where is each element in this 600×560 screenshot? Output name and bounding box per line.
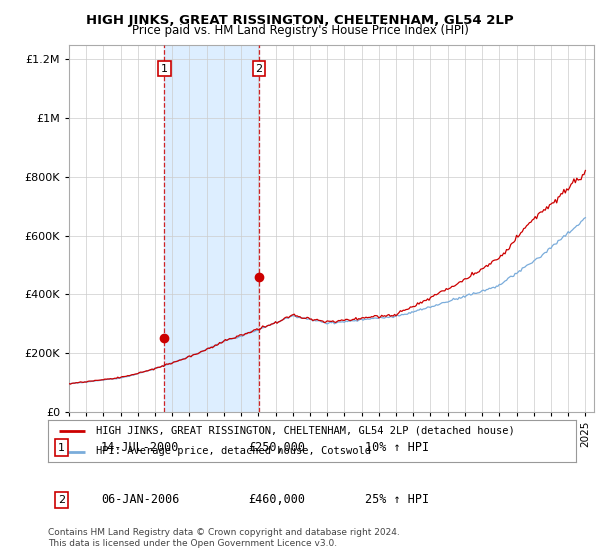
- Text: HPI: Average price, detached house, Cotswold: HPI: Average price, detached house, Cots…: [95, 446, 371, 456]
- Text: 14-JUL-2000: 14-JUL-2000: [101, 441, 179, 454]
- Text: HIGH JINKS, GREAT RISSINGTON, CHELTENHAM, GL54 2LP: HIGH JINKS, GREAT RISSINGTON, CHELTENHAM…: [86, 14, 514, 27]
- Text: 2: 2: [256, 64, 263, 74]
- Bar: [164, 45, 259, 412]
- Text: Price paid vs. HM Land Registry's House Price Index (HPI): Price paid vs. HM Land Registry's House …: [131, 24, 469, 37]
- Text: 06-JAN-2006: 06-JAN-2006: [101, 493, 179, 506]
- Text: 10% ↑ HPI: 10% ↑ HPI: [365, 441, 429, 454]
- Text: 2: 2: [58, 495, 65, 505]
- Text: 1: 1: [161, 64, 168, 74]
- Text: £460,000: £460,000: [248, 493, 305, 506]
- Text: £250,000: £250,000: [248, 441, 305, 454]
- Text: HIGH JINKS, GREAT RISSINGTON, CHELTENHAM, GL54 2LP (detached house): HIGH JINKS, GREAT RISSINGTON, CHELTENHAM…: [95, 426, 514, 436]
- Text: 25% ↑ HPI: 25% ↑ HPI: [365, 493, 429, 506]
- Text: Contains HM Land Registry data © Crown copyright and database right 2024.
This d: Contains HM Land Registry data © Crown c…: [48, 528, 400, 548]
- Text: 1: 1: [58, 442, 65, 452]
